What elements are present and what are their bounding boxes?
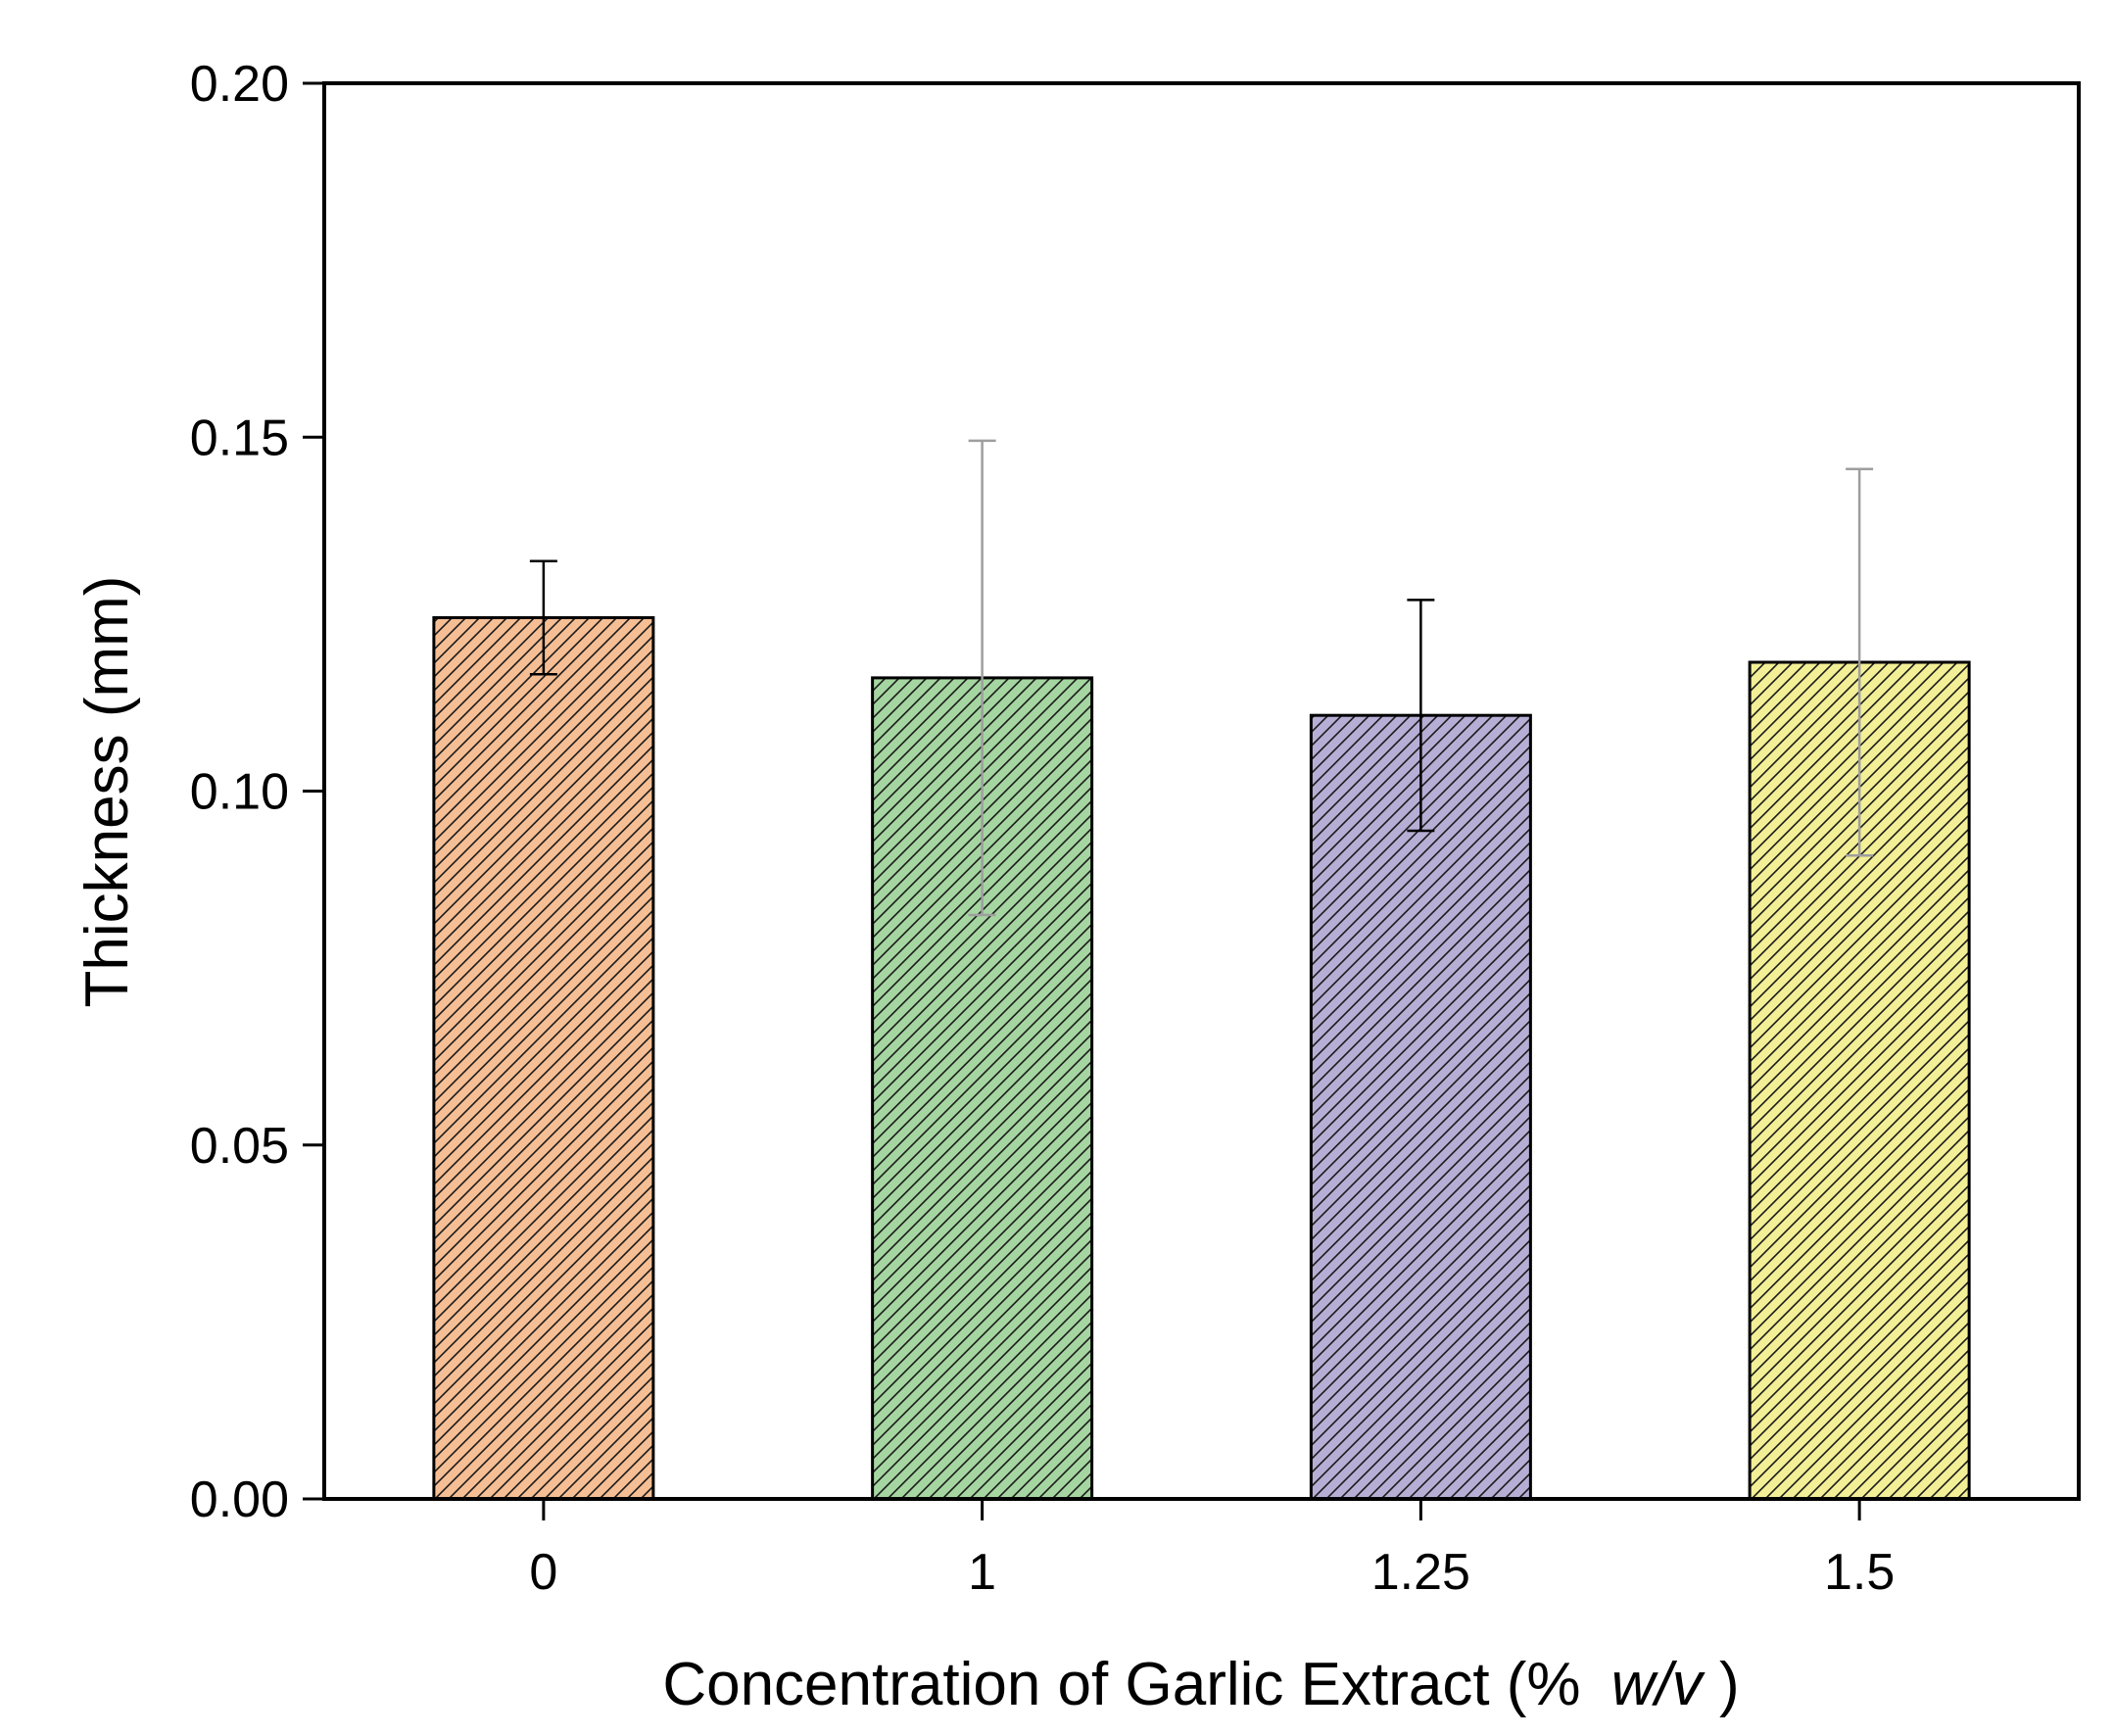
- x-axis-title-text: Concentration of Garlic Extract (%: [662, 1651, 1580, 1718]
- y-tick-label: 0.10: [190, 764, 289, 821]
- x-axis-title-italic: w/v: [1611, 1651, 1706, 1718]
- bars-layer: [432, 615, 1971, 1501]
- error-bar-1.25: [1407, 599, 1435, 833]
- y-tick-label: 0.05: [190, 1118, 289, 1175]
- error-bar-0: [529, 559, 557, 676]
- bar-1.25: [1309, 713, 1532, 1501]
- x-axis-title: Concentration of Garlic Extract (% w/v ): [662, 1651, 1739, 1718]
- y-tick-label: 0.00: [190, 1471, 289, 1528]
- x-axis-title-suffix: ): [1719, 1651, 1740, 1718]
- x-tick-label: 1: [968, 1544, 996, 1601]
- error-bars-layer: [529, 439, 1874, 917]
- error-bar-1.5: [1846, 467, 1874, 857]
- error-bar-1: [968, 439, 996, 917]
- y-tick-label: 0.15: [190, 410, 289, 466]
- x-tick-label: 0: [529, 1544, 557, 1601]
- x-tick-label: 1.25: [1371, 1544, 1470, 1601]
- x-axis: 0 1 1.25 1.5: [529, 1499, 1895, 1601]
- y-tick-label: 0.20: [190, 56, 289, 113]
- y-axis: 0.00 0.05 0.10 0.15 0.20: [190, 56, 324, 1528]
- x-tick-label: 1.5: [1824, 1544, 1895, 1601]
- bar-0: [432, 615, 655, 1501]
- y-axis-title: Thickness (mm): [73, 576, 141, 1008]
